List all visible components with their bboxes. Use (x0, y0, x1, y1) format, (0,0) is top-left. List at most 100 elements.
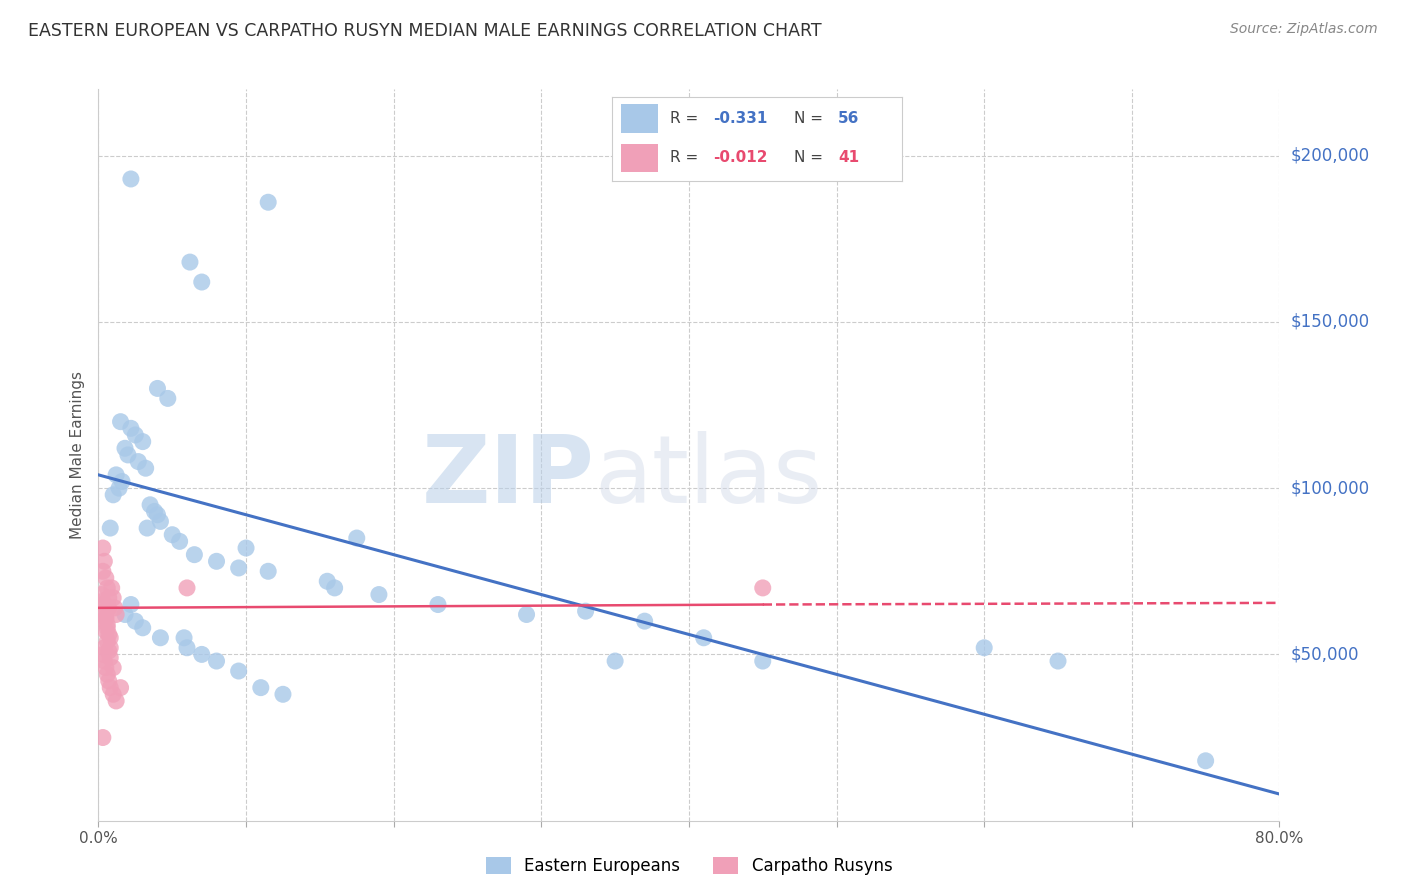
Point (136, 521, 159, 535)
Point (271, 687, 294, 701)
Point (91, 598, 114, 612)
Point (228, 561, 250, 575)
Point (97, 644, 120, 658)
Text: $150,000: $150,000 (1291, 313, 1369, 331)
Point (103, 661, 125, 675)
Point (90, 588, 112, 602)
Point (191, 275, 214, 289)
Text: $200,000: $200,000 (1291, 146, 1369, 165)
Point (114, 442, 136, 456)
Point (250, 681, 273, 695)
Point (97, 591, 120, 605)
Y-axis label: Median Male Earnings: Median Male Earnings (70, 371, 86, 539)
Point (633, 614, 655, 628)
Text: ZIP: ZIP (422, 431, 595, 523)
Point (162, 527, 183, 541)
Point (98, 521, 121, 535)
Point (515, 607, 537, 622)
Point (205, 554, 228, 568)
Point (427, 598, 450, 612)
Point (97, 600, 120, 615)
Point (96, 634, 118, 648)
Point (103, 591, 125, 605)
Point (346, 531, 368, 545)
Point (120, 598, 142, 612)
Text: $50,000: $50,000 (1291, 646, 1360, 664)
Point (120, 172, 142, 186)
Point (96, 667, 118, 681)
Point (124, 428, 146, 442)
Point (135, 461, 157, 475)
Point (257, 195, 280, 210)
Point (149, 515, 172, 529)
Point (751, 581, 773, 595)
Text: $100,000: $100,000 (1291, 479, 1369, 497)
Point (1195, 754, 1218, 768)
Point (973, 640, 995, 655)
Text: Source: ZipAtlas.com: Source: ZipAtlas.com (1230, 22, 1378, 37)
Point (149, 631, 172, 645)
Point (94, 661, 117, 675)
Point (94, 571, 117, 585)
Point (103, 488, 125, 502)
Point (183, 548, 205, 562)
Point (93, 614, 115, 628)
Point (93, 554, 115, 568)
Point (751, 654, 773, 668)
Point (91, 648, 114, 662)
Point (105, 607, 128, 622)
Point (91, 594, 114, 608)
Point (693, 631, 716, 645)
Point (93, 654, 115, 668)
Point (96, 581, 118, 595)
Text: EASTERN EUROPEAN VS CARPATHO RUSYN MEDIAN MALE EARNINGS CORRELATION CHART: EASTERN EUROPEAN VS CARPATHO RUSYN MEDIA… (28, 22, 821, 40)
Point (169, 534, 191, 549)
Point (110, 415, 132, 429)
Point (235, 541, 257, 555)
Point (323, 581, 346, 595)
Point (96, 621, 118, 635)
Point (176, 640, 198, 655)
Point (368, 588, 391, 602)
Point (146, 381, 169, 395)
Point (316, 574, 339, 589)
Point (94, 611, 117, 625)
Point (100, 581, 122, 595)
Point (111, 475, 134, 489)
Point (156, 392, 179, 406)
Point (173, 631, 195, 645)
Point (146, 508, 169, 522)
Point (574, 604, 596, 618)
Point (110, 681, 132, 695)
Point (91, 731, 114, 745)
Point (139, 498, 162, 512)
Point (605, 654, 627, 668)
Point (108, 481, 131, 495)
Point (257, 564, 280, 578)
Point (127, 454, 149, 468)
Point (91, 564, 114, 578)
Point (124, 614, 146, 628)
Point (228, 664, 250, 678)
Point (176, 581, 198, 595)
Point (96, 617, 118, 632)
Point (93, 604, 115, 618)
Point (97, 673, 120, 688)
Point (191, 648, 214, 662)
Point (132, 434, 155, 449)
Point (98, 640, 121, 655)
Point (143, 504, 166, 518)
Point (104, 600, 127, 615)
Point (91, 541, 114, 555)
Legend: Eastern Europeans, Carpatho Rusyns: Eastern Europeans, Carpatho Rusyns (479, 850, 898, 882)
Point (98, 681, 121, 695)
Text: atlas: atlas (595, 431, 823, 523)
Point (105, 694, 128, 708)
Point (94, 624, 117, 639)
Point (97, 627, 120, 641)
Point (132, 621, 155, 635)
Point (94, 611, 117, 625)
Point (93, 640, 115, 655)
Point (1046, 654, 1069, 668)
Point (98, 631, 121, 645)
